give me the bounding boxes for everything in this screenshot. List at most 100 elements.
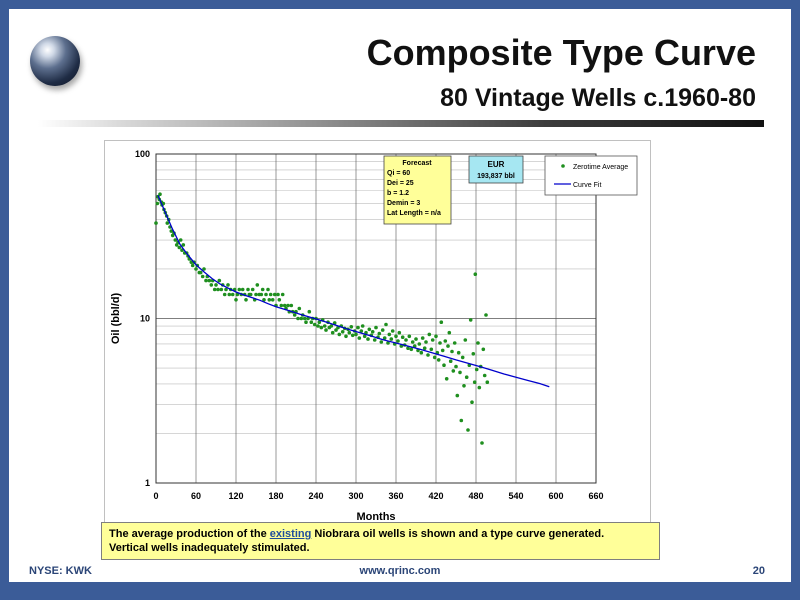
zerotime-average-point <box>429 347 434 352</box>
zerotime-average-point <box>390 329 395 333</box>
zerotime-average-point <box>434 334 438 339</box>
zerotime-average-point <box>330 330 335 335</box>
zerotime-average-point <box>476 341 480 345</box>
x-tick-label: 0 <box>153 491 158 501</box>
zerotime-average-point <box>357 336 362 340</box>
zerotime-average-point <box>279 303 284 308</box>
zerotime-average-point <box>209 283 214 287</box>
zerotime-average-point <box>396 339 400 343</box>
zerotime-average-point <box>460 355 465 360</box>
zerotime-average-point <box>302 316 307 321</box>
zerotime-average-point <box>440 348 445 353</box>
zerotime-average-point <box>217 278 222 283</box>
zerotime-average-point <box>337 332 342 337</box>
forecast-param: Qi = 60 <box>387 170 410 177</box>
zerotime-average-point <box>340 330 345 334</box>
x-axis-title: Months <box>356 511 395 523</box>
zerotime-average-point <box>334 328 338 332</box>
zerotime-average-point <box>367 327 372 332</box>
zerotime-average-point <box>481 347 486 352</box>
zerotime-average-point <box>473 272 478 276</box>
zerotime-average-point <box>360 324 365 328</box>
eur-title: EUR <box>488 160 505 169</box>
caption-text-after: Niobrara oil wells is shown and a type c… <box>311 528 605 540</box>
zerotime-average-point <box>444 377 449 381</box>
zerotime-average-point <box>270 298 275 302</box>
zerotime-average-point <box>387 332 392 337</box>
zerotime-average-point <box>246 287 250 292</box>
zerotime-average-point <box>344 334 348 339</box>
zerotime-average-point <box>380 328 385 332</box>
zerotime-average-point <box>289 303 294 308</box>
zerotime-average-point <box>276 292 280 297</box>
zerotime-average-point <box>189 260 194 264</box>
zerotime-average-point <box>296 316 300 321</box>
zerotime-average-point <box>255 283 260 287</box>
zerotime-average-point <box>216 287 220 292</box>
x-tick-label: 480 <box>468 491 483 501</box>
legend-box <box>544 155 638 196</box>
zerotime-average-point <box>394 334 398 339</box>
zerotime-average-point <box>372 338 377 342</box>
zerotime-average-point <box>322 324 327 328</box>
zerotime-average-point <box>254 292 258 297</box>
zerotime-average-point <box>230 292 235 297</box>
zerotime-average-point <box>432 355 437 360</box>
zerotime-average-point <box>485 380 490 384</box>
zerotime-average-point <box>248 292 253 297</box>
zerotime-average-point <box>404 338 408 342</box>
zerotime-average-point <box>177 245 182 250</box>
zerotime-average-point <box>158 192 162 196</box>
zerotime-average-point <box>272 292 277 297</box>
zerotime-average-point <box>474 367 479 372</box>
zerotime-average-point <box>359 329 364 333</box>
zerotime-average-point <box>354 332 358 337</box>
caption-line-2: Vertical wells inadequately stimulated. <box>109 542 310 554</box>
zerotime-average-point <box>237 287 242 292</box>
zerotime-average-point <box>430 338 435 342</box>
zerotime-average-point <box>319 325 324 330</box>
eur-box <box>468 155 524 184</box>
zerotime-average-point <box>226 283 230 287</box>
footer-website: www.qrinc.com <box>359 565 441 577</box>
zerotime-average-point <box>438 341 442 345</box>
zerotime-average-point <box>466 428 470 432</box>
forecast-title: Forecast <box>402 160 432 167</box>
zerotime-average-point <box>382 336 387 340</box>
zerotime-average-point <box>379 340 384 344</box>
forecast-param: Dei = 25 <box>387 180 414 187</box>
eur-value: 193,837 bbl <box>477 173 515 180</box>
zerotime-average-point <box>397 330 402 335</box>
zerotime-average-point <box>214 283 218 287</box>
existing-link[interactable]: existing <box>269 528 312 540</box>
zerotime-average-point <box>155 201 160 206</box>
zerotime-average-point <box>470 400 474 405</box>
zerotime-average-point <box>260 287 265 292</box>
zerotime-average-point <box>450 349 454 354</box>
zerotime-average-point <box>332 321 337 325</box>
zerotime-average-point <box>312 322 317 327</box>
type-curve-chart: 0 60 120 180 240 300 360 420 480 540 600 660 1 10 100 M… <box>110 149 638 523</box>
zerotime-average-point <box>370 330 375 334</box>
zerotime-average-point <box>468 318 473 322</box>
zerotime-average-point <box>463 338 468 342</box>
zerotime-average-point <box>207 278 212 283</box>
zerotime-average-point <box>277 298 282 302</box>
zerotime-average-point <box>262 298 266 302</box>
zerotime-average-point <box>417 342 422 346</box>
zerotime-average-point <box>266 287 270 292</box>
zerotime-average-point <box>349 325 354 329</box>
x-tick-label: 420 <box>428 491 443 501</box>
zerotime-average-point <box>235 292 240 297</box>
zerotime-average-point <box>324 328 328 332</box>
zerotime-average-point <box>482 373 487 378</box>
zerotime-average-point <box>250 287 255 292</box>
zerotime-average-point <box>374 325 378 330</box>
zerotime-average-point <box>350 333 355 338</box>
zerotime-average-point <box>224 287 228 292</box>
zerotime-average-point <box>222 292 227 297</box>
y-axis-title: Oil (bbl/d) <box>110 293 122 345</box>
x-tick-label: 540 <box>508 491 523 501</box>
zerotime-average-point <box>477 385 482 390</box>
zerotime-average-point <box>447 330 452 335</box>
